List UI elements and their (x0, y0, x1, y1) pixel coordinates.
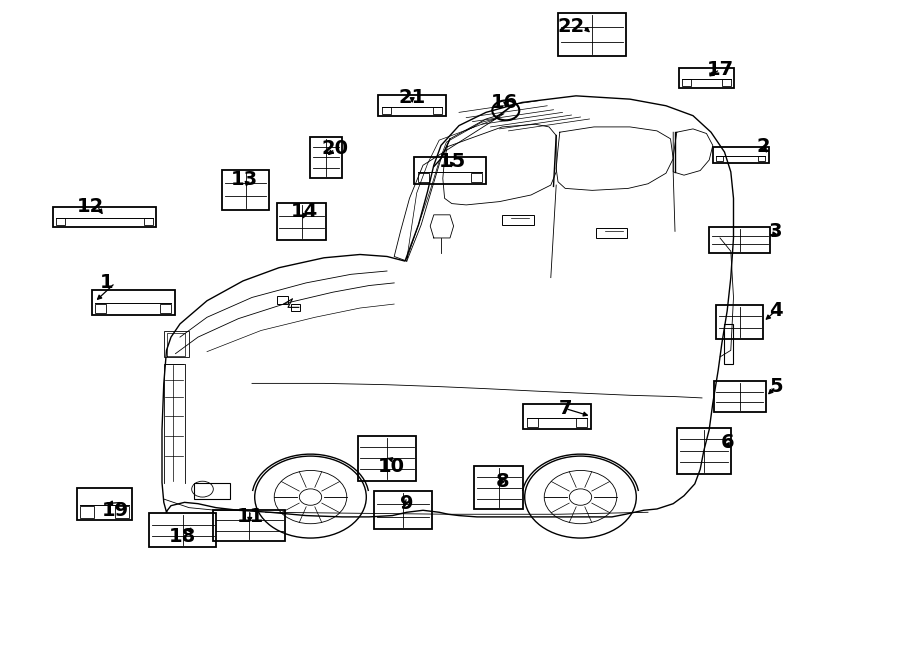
Bar (716, 156, 724, 161)
Text: 4: 4 (769, 301, 783, 320)
Bar (713, 147, 769, 163)
Bar (164, 330, 189, 357)
Bar (291, 304, 300, 311)
Bar (80, 506, 94, 518)
Bar (277, 296, 288, 304)
Bar (310, 137, 341, 178)
Text: 1: 1 (99, 274, 113, 292)
Text: 15: 15 (439, 153, 466, 171)
Text: 2: 2 (756, 137, 770, 156)
Bar (379, 95, 446, 116)
Bar (527, 418, 537, 427)
Bar (714, 381, 766, 412)
Bar (56, 217, 65, 225)
Bar (374, 491, 432, 529)
Bar (52, 207, 157, 227)
Text: 20: 20 (321, 139, 348, 158)
Bar (213, 510, 285, 541)
Bar (723, 79, 731, 86)
Bar (471, 173, 482, 182)
Bar (709, 227, 770, 253)
Text: 14: 14 (291, 202, 318, 221)
Bar (382, 107, 392, 114)
Bar (115, 506, 129, 518)
Bar (474, 467, 524, 509)
Bar (682, 79, 690, 86)
Bar (679, 68, 734, 88)
Text: 16: 16 (491, 93, 518, 112)
Text: 7: 7 (558, 399, 572, 418)
Bar (95, 304, 106, 313)
Text: 22: 22 (558, 17, 585, 36)
Text: 19: 19 (102, 501, 129, 520)
Text: 11: 11 (237, 508, 264, 526)
Bar (222, 170, 269, 210)
Text: 5: 5 (769, 377, 783, 396)
Text: 21: 21 (399, 89, 426, 107)
Bar (758, 156, 765, 161)
Text: 17: 17 (706, 60, 733, 79)
Bar (92, 290, 175, 315)
Bar (414, 157, 486, 184)
Bar (524, 404, 590, 429)
Bar (558, 13, 626, 56)
Text: 9: 9 (400, 494, 414, 513)
Bar (277, 203, 326, 239)
Bar (724, 324, 733, 364)
Bar (433, 107, 443, 114)
Text: 8: 8 (495, 472, 509, 490)
Bar (76, 488, 132, 520)
Text: 10: 10 (378, 457, 405, 475)
Bar (357, 436, 416, 481)
Bar (577, 418, 587, 427)
Text: 13: 13 (231, 171, 258, 189)
Bar (194, 483, 230, 499)
Text: 3: 3 (769, 222, 782, 241)
Text: 12: 12 (76, 197, 104, 215)
Bar (502, 215, 534, 225)
Bar (716, 305, 763, 339)
Bar (149, 513, 216, 547)
Text: 18: 18 (169, 527, 196, 546)
Bar (160, 304, 171, 313)
Bar (418, 173, 429, 182)
Bar (596, 228, 627, 238)
Bar (677, 428, 731, 474)
Bar (144, 217, 153, 225)
Text: 6: 6 (720, 434, 734, 452)
